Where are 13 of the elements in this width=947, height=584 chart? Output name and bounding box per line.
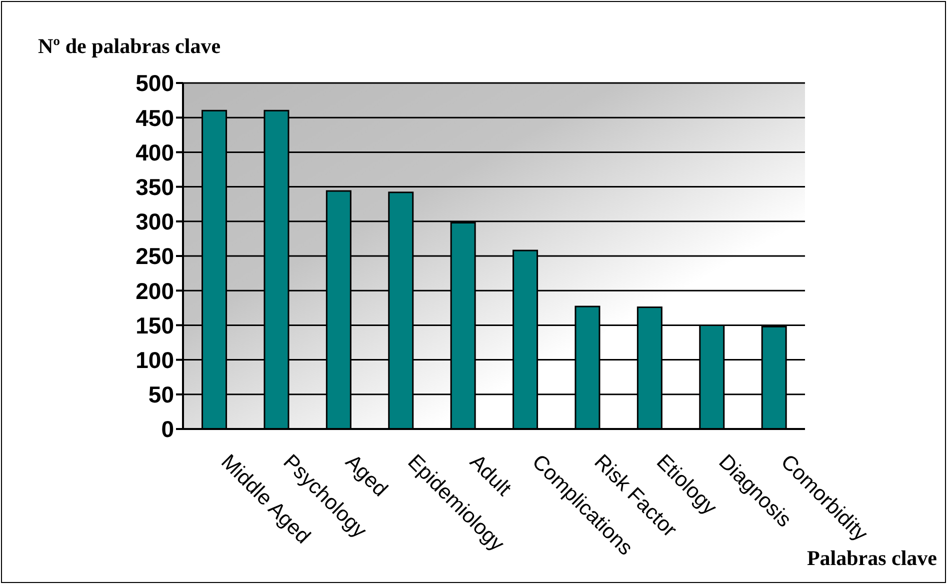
y-tick-label: 0: [161, 416, 174, 442]
y-tick-label: 250: [136, 243, 174, 270]
y-axis-title: Nº de palabras clave: [38, 34, 221, 59]
y-tick-label: 500: [136, 70, 174, 96]
x-axis-title: Palabras clave: [806, 546, 937, 571]
y-tick-label: 50: [148, 382, 174, 408]
y-tick-label: 150: [136, 312, 174, 338]
y-tick-label: 100: [136, 346, 174, 373]
y-tick-label: 300: [136, 208, 174, 235]
y-tick-label: 400: [136, 139, 174, 166]
y-tick-label: 350: [136, 174, 174, 200]
y-tick-label: 450: [136, 104, 174, 131]
y-tick-label: 200: [136, 278, 174, 304]
